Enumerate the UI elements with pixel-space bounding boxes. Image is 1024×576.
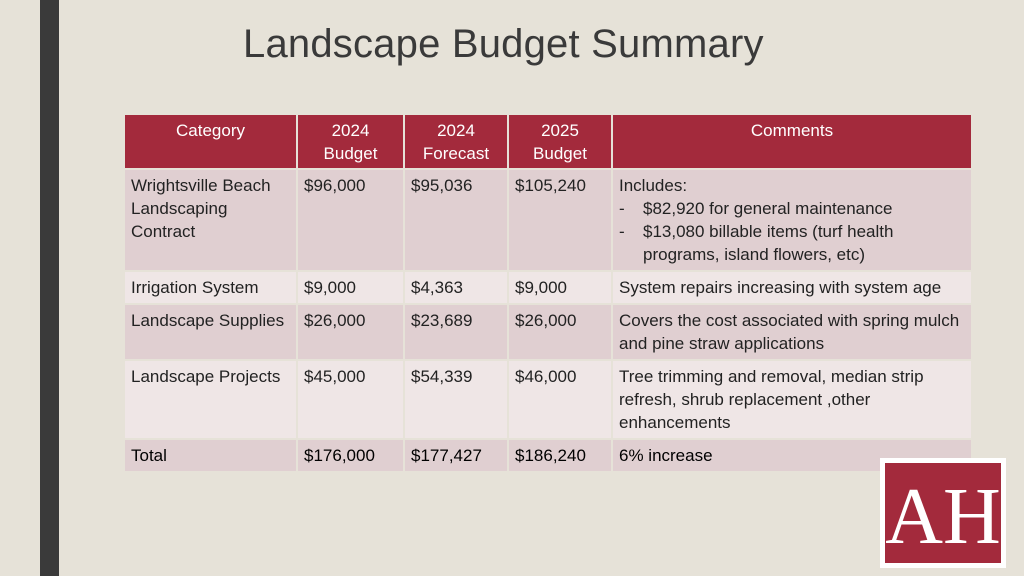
logo-emblem: AH <box>885 463 1001 563</box>
list-item: - $82,920 for general maintenance <box>619 199 893 218</box>
cell-total-2024-budget: $176,000 <box>296 438 405 473</box>
cell-category: Irrigation System <box>123 270 298 305</box>
ah-logo: AH <box>880 458 1006 568</box>
left-accent-bar <box>40 0 59 576</box>
cell-2024-forecast: $23,689 <box>403 303 509 361</box>
comment-intro: Includes: <box>619 176 688 195</box>
cell-2024-budget: $26,000 <box>296 303 405 361</box>
cell-total-2025-budget: $186,240 <box>507 438 613 473</box>
table-row: Wrightsville Beach Landscaping Contract … <box>123 168 973 272</box>
table-header-row: Category 2024 Budget 2024 Forecast 2025 Bud… <box>123 113 973 170</box>
cell-total-2024-forecast: $177,427 <box>403 438 509 473</box>
cell-comment: System repairs increasing with system ag… <box>611 270 973 305</box>
cell-category: Landscape Supplies <box>123 303 298 361</box>
header-2024-forecast: 2024 Forecast <box>403 113 509 170</box>
table-row: Landscape Projects $45,000 $54,339 $46,0… <box>123 359 973 440</box>
ah-monogram-icon: AH <box>885 473 1001 561</box>
table-row: Landscape Supplies $26,000 $23,689 $26,0… <box>123 303 973 361</box>
cell-2024-forecast: $4,363 <box>403 270 509 305</box>
cell-total-comment: 6% increase <box>611 438 973 473</box>
cell-2024-forecast: $54,339 <box>403 359 509 440</box>
list-item: - $13,080 billable items (turf health pro… <box>619 222 894 264</box>
cell-category: Wrightsville Beach Landscaping Contract <box>123 168 298 272</box>
header-2025-budget: 2025 Budget <box>507 113 613 170</box>
cell-comment: Tree trimming and removal, median strip … <box>611 359 973 440</box>
table-row: Irrigation System $9,000 $4,363 $9,000 S… <box>123 270 973 305</box>
logo-letters: AH <box>885 473 1001 561</box>
cell-2025-budget: $105,240 <box>507 168 613 272</box>
table-total-row: Total $176,000 $177,427 $186,240 6% incr… <box>123 438 973 473</box>
cell-2025-budget: $26,000 <box>507 303 613 361</box>
header-2024-budget: 2024 Budget <box>296 113 405 170</box>
header-comments: Comments <box>611 113 973 170</box>
cell-2025-budget: $46,000 <box>507 359 613 440</box>
cell-2024-forecast: $95,036 <box>403 168 509 272</box>
cell-category: Landscape Projects <box>123 359 298 440</box>
cell-comment: Covers the cost associated with spring m… <box>611 303 973 361</box>
cell-2024-budget: $96,000 <box>296 168 405 272</box>
cell-total-label: Total <box>123 438 298 473</box>
budget-table: Category 2024 Budget 2024 Forecast 2025 Bud… <box>123 113 973 473</box>
comment-list: - $82,920 for general maintenance - $13,08… <box>619 197 965 266</box>
cell-2024-budget: $45,000 <box>296 359 405 440</box>
slide-title: Landscape Budget Summary <box>243 22 764 66</box>
cell-2025-budget: $9,000 <box>507 270 613 305</box>
header-category: Category <box>123 113 298 170</box>
cell-2024-budget: $9,000 <box>296 270 405 305</box>
cell-comment: Includes: - $82,920 for general maintenan… <box>611 168 973 272</box>
